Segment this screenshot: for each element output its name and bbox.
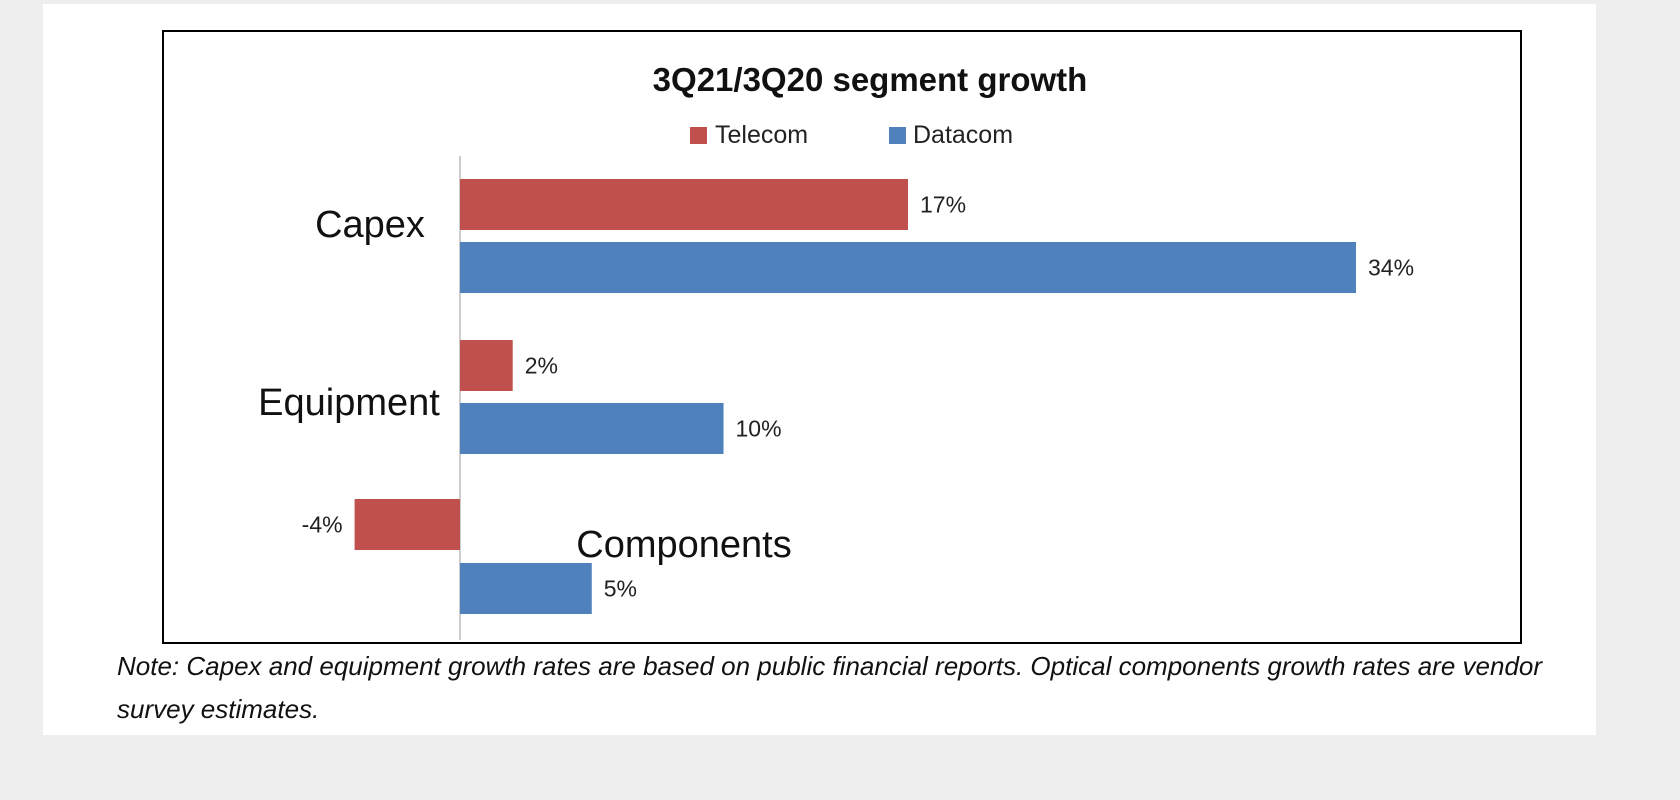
value-label-capex-datacom: 34% xyxy=(1368,255,1414,281)
value-label-capex-telecom: 17% xyxy=(920,192,966,218)
category-label-components: Components xyxy=(576,524,791,566)
category-labels: Capex Equipment Components xyxy=(258,204,792,566)
value-label-equipment-telecom: 2% xyxy=(525,353,558,379)
legend-label-telecom: Telecom xyxy=(715,121,808,149)
bar-components-telecom xyxy=(354,499,460,550)
footnote: Note: Capex and equipment growth rates a… xyxy=(117,651,1543,724)
value-labels: 17% 34% 2% 10% -4% 5% xyxy=(302,192,1414,602)
value-label-components-datacom: 5% xyxy=(604,576,637,602)
legend-swatch-datacom xyxy=(889,127,906,144)
bars xyxy=(354,179,1356,614)
value-label-equipment-datacom: 10% xyxy=(736,416,782,442)
chart-title: 3Q21/3Q20 segment growth xyxy=(653,61,1088,98)
legend-swatch-telecom xyxy=(690,127,707,144)
bar-equipment-telecom xyxy=(460,340,513,391)
bar-capex-datacom xyxy=(460,242,1356,293)
bar-equipment-datacom xyxy=(460,403,724,454)
category-label-equipment: Equipment xyxy=(258,382,440,424)
chart-border xyxy=(162,30,1522,644)
value-label-components-telecom: -4% xyxy=(302,512,343,538)
bar-components-datacom xyxy=(460,563,592,614)
bar-capex-telecom xyxy=(460,179,908,230)
legend: Telecom Datacom xyxy=(690,121,1013,149)
category-label-capex: Capex xyxy=(315,204,425,246)
legend-label-datacom: Datacom xyxy=(913,121,1013,149)
